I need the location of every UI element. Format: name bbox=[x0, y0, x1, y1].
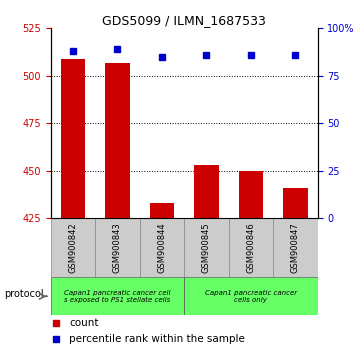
Bar bbox=[105, 63, 130, 218]
Bar bbox=[149, 203, 174, 218]
Bar bbox=[51, 277, 184, 315]
Text: GSM900846: GSM900846 bbox=[247, 222, 255, 273]
Bar bbox=[184, 277, 318, 315]
Text: protocol: protocol bbox=[4, 289, 44, 299]
Text: GSM900843: GSM900843 bbox=[113, 222, 122, 273]
Bar bbox=[95, 218, 140, 277]
Text: Capan1 pancreatic cancer
cells only: Capan1 pancreatic cancer cells only bbox=[205, 290, 297, 303]
Text: Capan1 pancreatic cancer cell
s exposed to PS1 stellate cells: Capan1 pancreatic cancer cell s exposed … bbox=[64, 290, 171, 303]
Bar bbox=[273, 218, 318, 277]
Bar bbox=[283, 188, 308, 218]
Bar bbox=[140, 218, 184, 277]
Bar bbox=[51, 218, 95, 277]
Text: count: count bbox=[69, 318, 99, 328]
Bar bbox=[239, 171, 263, 218]
Text: GSM900844: GSM900844 bbox=[157, 222, 166, 273]
Bar bbox=[61, 59, 85, 218]
Text: percentile rank within the sample: percentile rank within the sample bbox=[69, 334, 245, 344]
Bar bbox=[184, 218, 229, 277]
Title: GDS5099 / ILMN_1687533: GDS5099 / ILMN_1687533 bbox=[102, 14, 266, 27]
Text: GSM900842: GSM900842 bbox=[68, 222, 77, 273]
Bar bbox=[194, 165, 219, 218]
Text: GSM900845: GSM900845 bbox=[202, 222, 211, 273]
Bar bbox=[229, 218, 273, 277]
Text: GSM900847: GSM900847 bbox=[291, 222, 300, 273]
